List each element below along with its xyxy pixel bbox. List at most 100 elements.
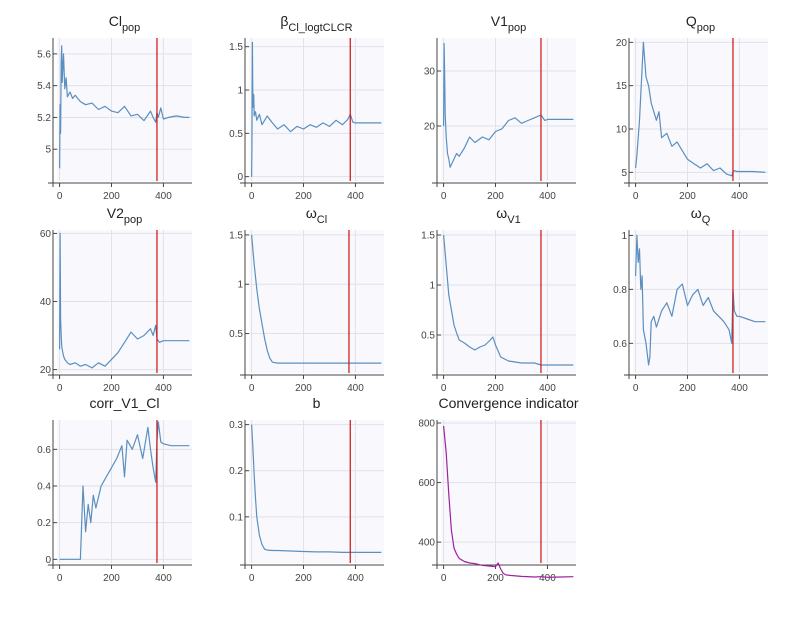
x-tick-label: 400	[347, 191, 364, 202]
x-tick-label: 200	[295, 191, 312, 202]
chart-title-main: β	[280, 13, 288, 29]
chart-title-main: ω	[306, 205, 317, 221]
y-tick-label: 1	[237, 86, 243, 97]
series-line	[443, 425, 574, 578]
plot-background	[441, 38, 576, 181]
y-tick-label: 1	[621, 231, 627, 242]
y-tick-label: 0	[237, 172, 243, 183]
plot-background	[249, 420, 384, 563]
y-tick-label: 20	[40, 365, 52, 376]
y-tick-label: 5.4	[37, 81, 51, 92]
chart-title: βCl_logtCLCR	[280, 13, 352, 34]
y-tick-label: 30	[424, 67, 436, 78]
x-tick-label: 0	[249, 573, 255, 584]
chart-title-main: Cl	[109, 13, 122, 29]
x-tick-label: 0	[249, 191, 255, 202]
chart-panel-1: 0 0.5 1 1.5 0 200 400 βCl_logtCLCR	[229, 13, 384, 202]
plot-background	[249, 38, 384, 181]
x-tick-label: 400	[539, 573, 556, 584]
x-tick-label: 200	[679, 191, 696, 202]
plot-background	[633, 38, 768, 181]
plot-background	[249, 230, 384, 373]
plot-background	[57, 38, 192, 181]
chart-title-subscript: pop	[508, 22, 526, 34]
x-tick-label: 200	[487, 191, 504, 202]
y-tick-label: 40	[40, 297, 52, 308]
x-tick-label: 400	[539, 191, 556, 202]
chart-panel-0: 5 5.2 5.4 5.6 0 200 400 Clpop	[37, 13, 192, 202]
x-tick-label: 200	[103, 191, 120, 202]
y-tick-label: 20	[616, 38, 628, 49]
y-tick-label: 5	[621, 168, 627, 179]
y-tick-label: 0.6	[613, 339, 627, 350]
chart-title-subscript: Q	[702, 214, 711, 226]
chart-title-main: ω	[496, 205, 507, 221]
chart-title-subscript: pop	[697, 22, 715, 34]
y-tick-label: 10	[616, 125, 628, 136]
y-tick-label: 5	[45, 145, 51, 156]
x-tick-label: 0	[441, 573, 447, 584]
y-tick-label: 0.5	[421, 331, 435, 342]
x-tick-label: 0	[57, 573, 63, 584]
y-tick-label: 1	[237, 280, 243, 291]
y-tick-label: 1.5	[421, 231, 435, 242]
x-tick-label: 0	[633, 383, 639, 394]
chart-panel-6: 0.5 1 1.5 0 200 400 ωV1	[421, 205, 576, 394]
y-tick-label: 0.6	[37, 445, 51, 456]
y-tick-label: 1.5	[229, 42, 243, 53]
x-tick-label: 0	[57, 383, 63, 394]
chart-panel-8: 0 0.2 0.4 0.6 0 200 400 corr_V1_Cl	[37, 395, 192, 584]
chart-title-subscript: pop	[124, 214, 142, 226]
y-tick-label: 800	[418, 418, 435, 429]
x-tick-label: 200	[487, 383, 504, 394]
chart-panel-10: 400 600 800 0 200 400 Convergence indicator	[418, 395, 579, 584]
y-tick-label: 0.2	[37, 518, 51, 529]
chart-panel-4: 20 40 60 0 200 400 V2pop	[40, 205, 192, 394]
chart-title-subscript: Cl	[317, 214, 327, 226]
x-tick-label: 400	[155, 573, 172, 584]
x-tick-label: 0	[441, 191, 447, 202]
chart-title-main: ω	[691, 205, 702, 221]
chart-title-main: Q	[686, 13, 697, 29]
x-tick-label: 0	[633, 191, 639, 202]
y-tick-label: 20	[424, 122, 436, 133]
x-tick-label: 400	[155, 191, 172, 202]
y-tick-label: 0.5	[229, 329, 243, 340]
plot-background	[633, 230, 768, 373]
plot-background	[441, 420, 576, 563]
chart-panel-7: 0.6 0.8 1 0 200 400 ωQ	[613, 205, 768, 394]
y-tick-label: 400	[418, 538, 435, 549]
y-tick-label: 60	[40, 229, 52, 240]
x-tick-label: 200	[103, 573, 120, 584]
x-tick-label: 400	[731, 191, 748, 202]
y-tick-label: 5.6	[37, 49, 51, 60]
chart-title-subscript: Cl_logtCLCR	[288, 22, 352, 34]
series-line	[59, 421, 190, 560]
chart-title: Clpop	[109, 13, 141, 34]
x-tick-label: 400	[347, 573, 364, 584]
x-tick-label: 0	[249, 383, 255, 394]
chart-title: ωCl	[306, 205, 327, 226]
x-tick-label: 200	[295, 573, 312, 584]
chart-title-main: V1	[491, 13, 508, 29]
x-tick-label: 200	[487, 573, 504, 584]
chart-title: Qpop	[686, 13, 715, 34]
chart-title-main: corr_V1_Cl	[89, 395, 159, 411]
plot-background	[57, 420, 192, 563]
y-tick-label: 0.8	[613, 285, 627, 296]
chart-title: V2pop	[107, 205, 142, 226]
series-line	[443, 42, 574, 168]
x-tick-label: 400	[155, 383, 172, 394]
y-tick-label: 0.1	[229, 512, 243, 523]
chart-title-main: Convergence indicator	[438, 395, 578, 411]
y-tick-label: 1	[429, 281, 435, 292]
y-tick-label: 0.2	[229, 466, 243, 477]
chart-title: Convergence indicator	[438, 395, 578, 411]
series-line	[251, 424, 382, 554]
chart-panel-9: 0.1 0.2 0.3 0 200 400 b	[229, 395, 384, 584]
chart-panel-2: 20 30 0 200 400 V1pop	[424, 13, 576, 202]
y-tick-label: 0.4	[37, 482, 51, 493]
x-tick-label: 0	[441, 383, 447, 394]
